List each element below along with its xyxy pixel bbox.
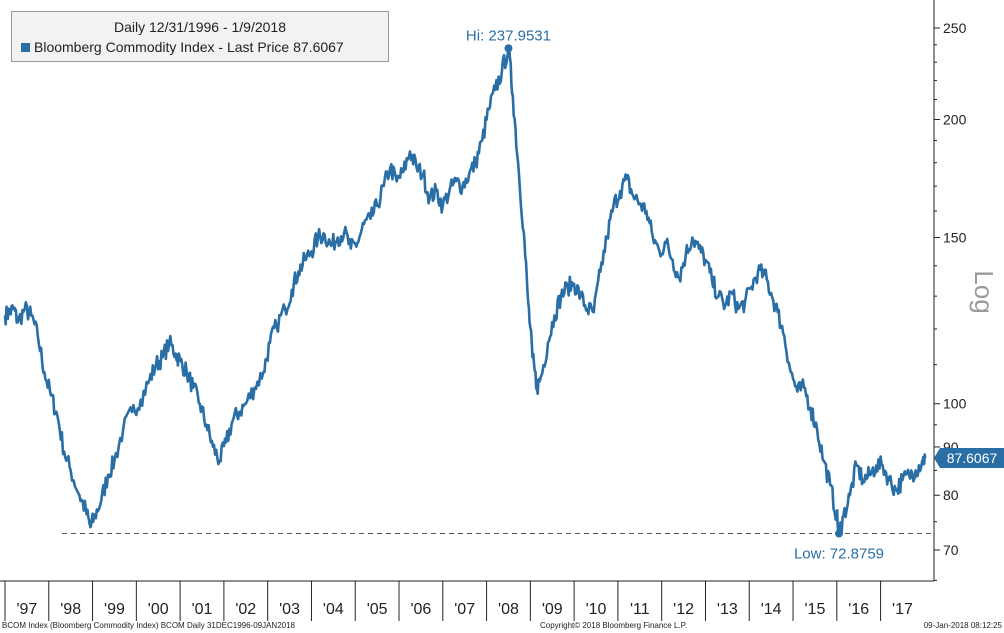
high-point-marker xyxy=(504,44,513,53)
x-tick-label: '07 xyxy=(454,601,475,618)
x-tick-label: '97 xyxy=(16,601,37,618)
x-tick-label: '99 xyxy=(104,601,125,618)
legend-series-label: Bloomberg Commodity Index - Last Price 8… xyxy=(34,39,344,55)
legend-swatch-icon xyxy=(21,43,30,52)
index-price-line xyxy=(3,46,927,536)
y-tick-label: 80 xyxy=(943,487,959,503)
x-tick-label: '10 xyxy=(586,601,607,618)
x-tick-label: '04 xyxy=(323,601,344,618)
y-axis-label: Log xyxy=(969,270,999,313)
legend-series-entry: Bloomberg Commodity Index - Last Price 8… xyxy=(21,39,344,55)
footer-copyright: Copyright© 2018 Bloomberg Finance L.P. xyxy=(540,621,688,630)
x-tick-label: '14 xyxy=(761,601,782,618)
x-tick-label: '11 xyxy=(630,601,650,618)
low-label: Low: 72.8759 xyxy=(794,545,884,562)
last-price-tag xyxy=(934,447,1004,468)
y-tick-label: 100 xyxy=(943,396,967,412)
footer-timestamp: 09-Jan-2018 08:12:25 xyxy=(923,621,1002,630)
x-tick-label: '98 xyxy=(60,601,81,618)
x-tick-label: '02 xyxy=(235,601,256,618)
x-tick-label: '17 xyxy=(892,601,913,618)
y-tick-label: 150 xyxy=(943,229,967,245)
x-tick-label: '08 xyxy=(498,601,519,618)
x-tick-label: '16 xyxy=(848,601,869,618)
y-tick-label: 200 xyxy=(943,112,967,128)
low-point-marker xyxy=(834,529,843,538)
legend-date-range: Daily 12/31/1996 - 1/9/2018 xyxy=(113,19,286,35)
x-tick-label: '13 xyxy=(717,601,738,618)
x-tick-label: '09 xyxy=(542,601,563,618)
x-tick-label: '06 xyxy=(410,601,431,618)
y-tick-label: 250 xyxy=(943,20,967,36)
x-tick-label: '03 xyxy=(279,601,300,618)
x-tick-label: '05 xyxy=(367,601,388,618)
chart-legend: Daily 12/31/1996 - 1/9/2018 Bloomberg Co… xyxy=(11,11,389,62)
last-price-label: 87.6067 xyxy=(947,450,998,466)
x-tick-label: '15 xyxy=(804,601,825,618)
high-label: Hi: 237.9531 xyxy=(466,27,551,44)
footer-security-info: BCOM Index (Bloomberg Commodity Index) B… xyxy=(2,621,296,630)
x-tick-label: '01 xyxy=(192,601,213,618)
x-tick-label: '00 xyxy=(148,601,169,618)
y-tick-label: 70 xyxy=(943,542,959,558)
x-tick-label: '12 xyxy=(673,601,694,618)
